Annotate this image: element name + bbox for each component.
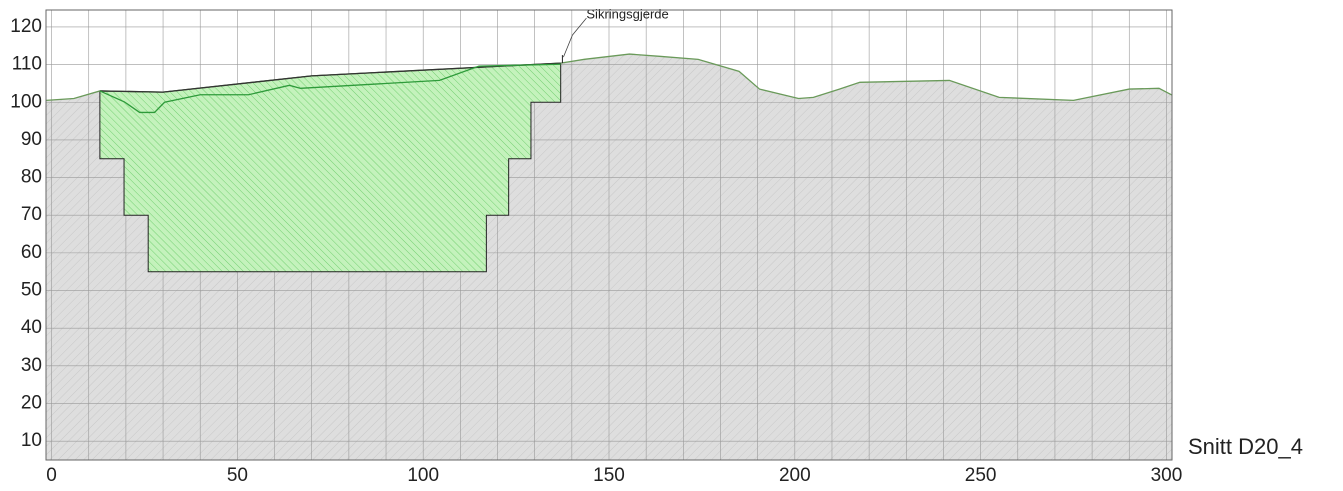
annotation: Sikringsgjerde [586, 7, 668, 22]
y-tick-label: 20 [21, 393, 42, 414]
y-tick-label: 80 [21, 167, 42, 188]
y-tick-label: 50 [21, 280, 42, 301]
x-tick-label: 100 [407, 465, 439, 486]
y-tick-label: 100 [10, 91, 42, 112]
y-tick-label: 110 [12, 54, 42, 75]
leader-line [563, 17, 587, 58]
x-tick-label: 50 [227, 465, 248, 486]
y-tick-label: 10 [21, 430, 42, 451]
original-surface [99, 62, 561, 93]
y-tick-label: 30 [21, 355, 42, 376]
y-tick-label: 40 [21, 317, 42, 338]
x-tick-label: 250 [965, 465, 997, 486]
x-tick-label: 150 [593, 465, 625, 486]
y-tick-label: 60 [21, 242, 42, 263]
x-tick-label: 200 [779, 465, 811, 486]
x-tick-label: 0 [46, 465, 57, 486]
y-tick-label: 70 [21, 204, 42, 225]
new-surface [99, 63, 561, 114]
y-tick-label: 90 [21, 129, 42, 150]
y-tick-label: 120 [10, 16, 42, 37]
section-label: Snitt D20_4 [1188, 434, 1303, 459]
plot-frame [45, 9, 1173, 461]
x-tick-label: 300 [1151, 465, 1183, 486]
